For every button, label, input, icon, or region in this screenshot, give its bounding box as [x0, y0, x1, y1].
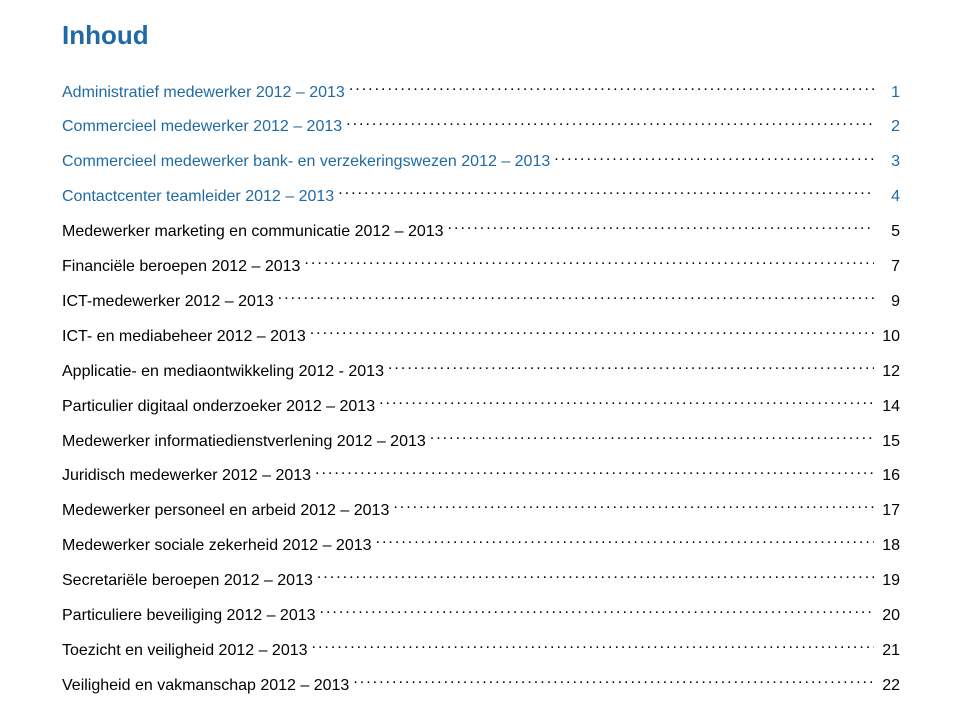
toc-label: Commercieel medewerker 2012 – 2013: [62, 117, 342, 138]
page-title: Inhoud: [62, 20, 900, 51]
toc-page-number: 18: [878, 536, 900, 557]
toc-page-number: 10: [878, 327, 900, 348]
toc-row[interactable]: Financiële beroepen 2012 – 2013 7: [62, 253, 900, 277]
toc-page-number: 21: [878, 641, 900, 662]
toc-page-number: 5: [878, 222, 900, 243]
toc-label: Secretariële beroepen 2012 – 2013: [62, 571, 313, 592]
toc-leader: [315, 463, 874, 481]
toc-label: Medewerker informatiedienstverlening 201…: [62, 432, 426, 453]
toc-leader: [349, 79, 874, 97]
toc-page-number: 17: [878, 501, 900, 522]
toc-row[interactable]: Commercieel medewerker bank- en verzeker…: [62, 149, 900, 173]
toc-page-number: 22: [878, 676, 900, 697]
toc-leader: [388, 358, 874, 376]
toc-leader: [353, 672, 874, 690]
toc-leader: [312, 637, 874, 655]
toc-row[interactable]: Commercieel medewerker 2012 – 2013 2: [62, 114, 900, 138]
toc-page-number: 19: [878, 571, 900, 592]
toc-label: Medewerker personeel en arbeid 2012 – 20…: [62, 501, 389, 522]
toc-row[interactable]: Administratief medewerker 2012 – 2013 1: [62, 79, 900, 103]
toc-label: Toezicht en veiligheid 2012 – 2013: [62, 641, 308, 662]
toc-label: ICT-medewerker 2012 – 2013: [62, 292, 274, 313]
toc-label: Commercieel medewerker bank- en verzeker…: [62, 152, 550, 173]
toc-row[interactable]: ICT- en mediabeheer 2012 – 2013 10: [62, 323, 900, 347]
toc-page-number: 2: [878, 117, 900, 138]
toc-row[interactable]: Secretariële beroepen 2012 – 2013 19: [62, 567, 900, 591]
toc-label: Medewerker marketing en communicatie 201…: [62, 222, 444, 243]
toc-label: Administratief medewerker 2012 – 2013: [62, 83, 345, 104]
toc-page-number: 1: [878, 83, 900, 104]
toc-leader: [430, 428, 874, 446]
document-page: Inhoud Administratief medewerker 2012 – …: [0, 0, 960, 709]
toc-leader: [346, 114, 874, 132]
toc-row[interactable]: Medewerker marketing en communicatie 201…: [62, 219, 900, 243]
toc-page-number: 14: [878, 397, 900, 418]
toc-label: Contactcenter teamleider 2012 – 2013: [62, 187, 334, 208]
toc-label: Financiële beroepen 2012 – 2013: [62, 257, 300, 278]
toc-row[interactable]: Particulier digitaal onderzoeker 2012 – …: [62, 393, 900, 417]
toc-leader: [448, 219, 874, 237]
toc-leader: [320, 602, 874, 620]
toc-leader: [310, 323, 874, 341]
toc-leader: [338, 184, 874, 202]
toc-label: Particuliere beveiliging 2012 – 2013: [62, 606, 316, 627]
toc-page-number: 9: [878, 292, 900, 313]
toc-row[interactable]: Juridisch medewerker 2012 – 2013 16: [62, 463, 900, 487]
toc-leader: [317, 567, 874, 585]
toc-label: Juridisch medewerker 2012 – 2013: [62, 466, 311, 487]
toc-page-number: 15: [878, 432, 900, 453]
toc-row[interactable]: Veiligheid en vakmanschap 2012 – 2013 22: [62, 672, 900, 696]
toc-label: Medewerker sociale zekerheid 2012 – 2013: [62, 536, 372, 557]
toc-label: Particulier digitaal onderzoeker 2012 – …: [62, 397, 375, 418]
toc-row[interactable]: Medewerker informatiedienstverlening 201…: [62, 428, 900, 452]
toc-row[interactable]: Toezicht en veiligheid 2012 – 2013 21: [62, 637, 900, 661]
toc-label: Veiligheid en vakmanschap 2012 – 2013: [62, 676, 349, 697]
toc-row[interactable]: Contactcenter teamleider 2012 – 2013 4: [62, 184, 900, 208]
toc-leader: [278, 288, 874, 306]
toc-leader: [393, 498, 874, 516]
toc-label: Applicatie- en mediaontwikkeling 2012 - …: [62, 362, 384, 383]
toc-page-number: 7: [878, 257, 900, 278]
toc-page-number: 3: [878, 152, 900, 173]
toc-page-number: 12: [878, 362, 900, 383]
toc-row[interactable]: Applicatie- en mediaontwikkeling 2012 - …: [62, 358, 900, 382]
toc-leader: [379, 393, 874, 411]
table-of-contents: Administratief medewerker 2012 – 2013 1 Co…: [62, 79, 900, 709]
toc-page-number: 4: [878, 187, 900, 208]
toc-page-number: 16: [878, 466, 900, 487]
toc-leader: [304, 253, 874, 271]
toc-row[interactable]: ICT-medewerker 2012 – 2013 9: [62, 288, 900, 312]
toc-row[interactable]: Medewerker personeel en arbeid 2012 – 20…: [62, 498, 900, 522]
toc-label: ICT- en mediabeheer 2012 – 2013: [62, 327, 306, 348]
toc-row[interactable]: Medewerker sociale zekerheid 2012 – 2013…: [62, 533, 900, 557]
toc-page-number: 20: [878, 606, 900, 627]
toc-leader: [376, 533, 874, 551]
toc-leader: [554, 149, 874, 167]
toc-row[interactable]: Particuliere beveiliging 2012 – 2013 20: [62, 602, 900, 626]
